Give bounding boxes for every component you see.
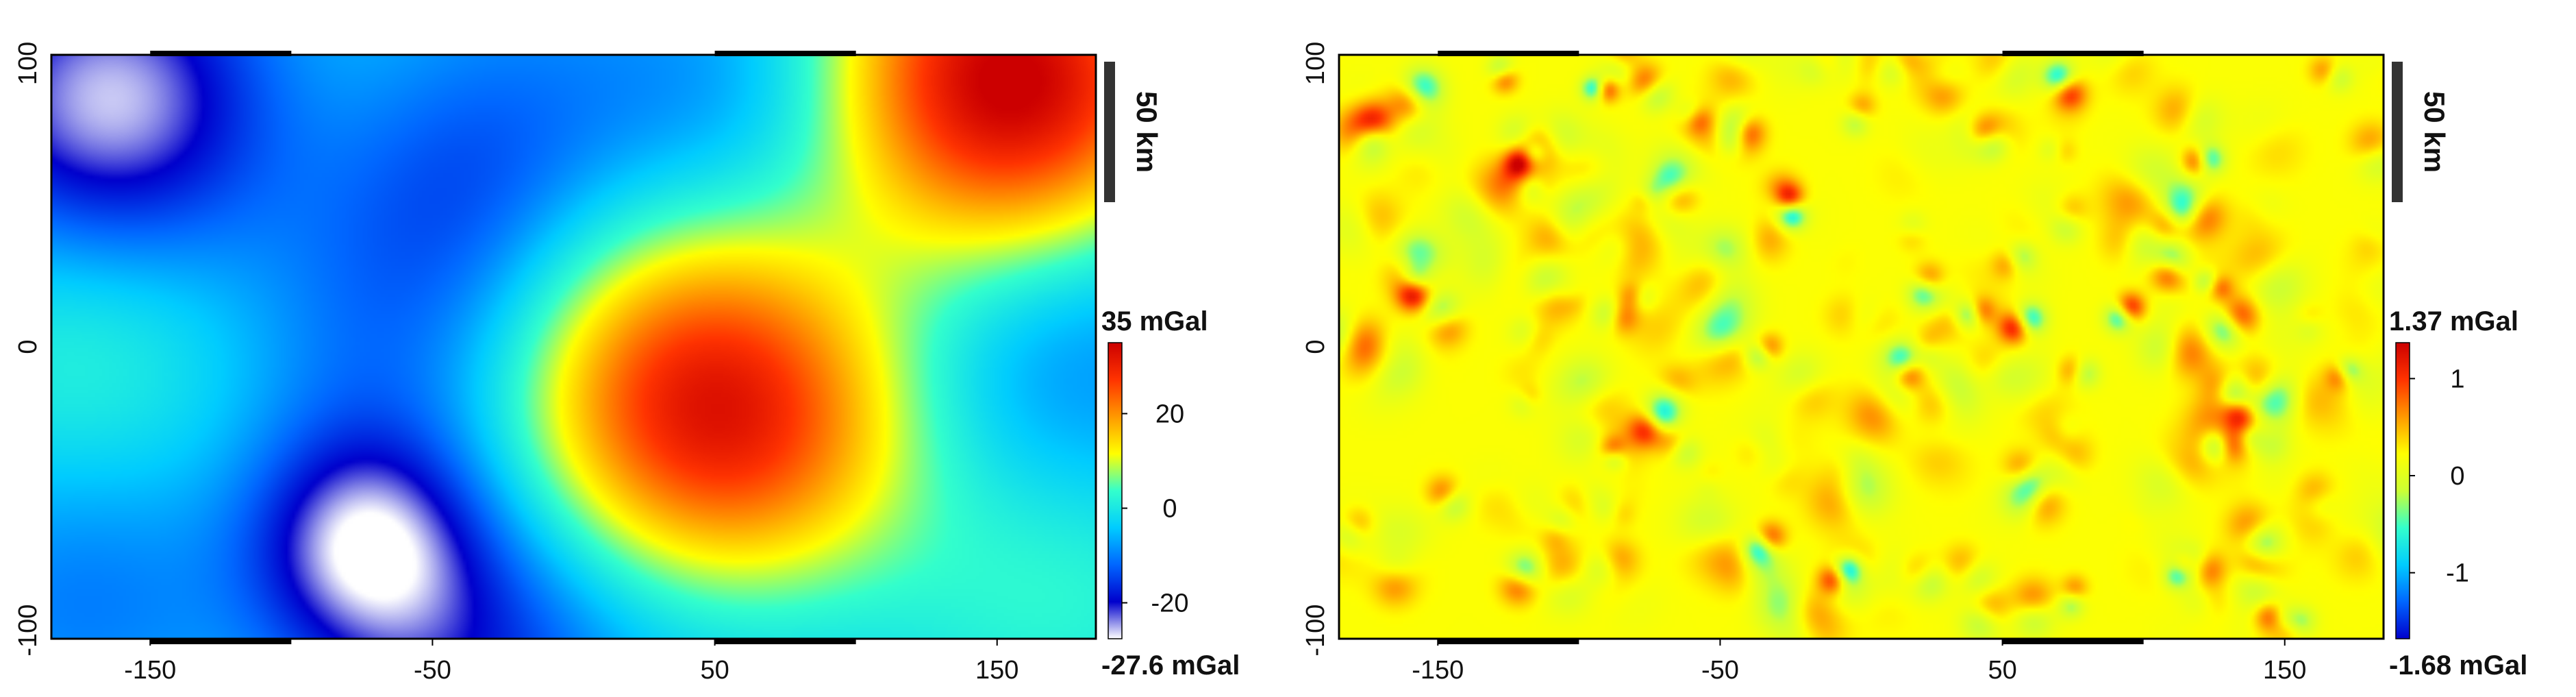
colorbar-tick-label: -1 xyxy=(2446,559,2469,588)
map-frame xyxy=(1338,53,2385,640)
map-raster xyxy=(51,55,1096,639)
colorbar-tick-label: 1 xyxy=(2450,365,2464,393)
y-tick-group: 100 xyxy=(14,42,42,85)
frame-band-bottom-0 xyxy=(1438,639,1579,644)
colorbar-tick-label: 0 xyxy=(1162,495,1177,524)
frame-band-bottom-2 xyxy=(714,639,856,644)
scale-bar xyxy=(2392,62,2403,202)
scale-bar-label-group: 50 km xyxy=(2418,91,2451,173)
y-tick-group: -100 xyxy=(14,604,42,657)
x-tick-label: -150 xyxy=(1412,656,1464,685)
colorbar-min-label: -27.6 mGal xyxy=(1101,650,1240,681)
map-raster xyxy=(1339,55,2384,639)
colorbar-tick-label: 20 xyxy=(1155,400,1184,429)
x-tick-label: 50 xyxy=(1988,656,2016,685)
panel-right-residual-anomaly: -150 -50 50 150 -100 0 100 50 km 1 0 -1 1.37 mGal -1… xyxy=(1288,0,2575,697)
x-tick-label: 150 xyxy=(2263,656,2306,685)
y-tick-group: -100 xyxy=(1301,604,1330,657)
frame-band-bottom-0 xyxy=(150,639,292,644)
map-frame xyxy=(50,53,1097,640)
frame-band-top-2 xyxy=(2002,51,2144,56)
scale-bar-label-group: 50 km xyxy=(1131,91,1163,173)
y-tick-group: 100 xyxy=(1301,42,1330,85)
frame-band-top-2 xyxy=(714,51,856,56)
y-tick-group: 0 xyxy=(1301,339,1330,354)
x-tick-label: -50 xyxy=(1701,656,1739,685)
colorbar-tick-label: -20 xyxy=(1151,589,1189,618)
x-tick-label: 50 xyxy=(700,656,729,685)
y-tick-group: 0 xyxy=(14,339,42,354)
chart-svg-right: -150 -50 50 150 -100 0 100 50 km 1 0 -1 1.37 mGal -1… xyxy=(1301,42,2527,685)
colorbar-max-label: 35 mGal xyxy=(1101,306,1208,337)
scale-bar xyxy=(1104,62,1115,202)
colorbar-max-label: 1.37 mGal xyxy=(2389,306,2518,337)
colorbar-min-label: -1.68 mGal xyxy=(2389,650,2527,681)
scale-bar-label: 50 km xyxy=(2418,91,2451,173)
colorbar xyxy=(2395,342,2410,639)
y-tick-label: -100 xyxy=(14,604,42,657)
chart-svg-left: -150 -50 50 150 -100 0 100 50 km 20 0 -20 35 mGal -2… xyxy=(14,42,1240,685)
y-tick-label: 100 xyxy=(1301,42,1330,85)
x-tick-label: 150 xyxy=(975,656,1018,685)
frame-band-bottom-2 xyxy=(2002,639,2144,644)
y-tick-label: 0 xyxy=(1301,339,1330,354)
colorbar-tick-label: 0 xyxy=(2450,462,2464,491)
frame-band-top-0 xyxy=(150,51,292,56)
x-tick-label: -150 xyxy=(124,656,176,685)
x-tick-label: -50 xyxy=(414,656,451,685)
y-tick-label: 0 xyxy=(14,339,42,354)
frame-band-top-0 xyxy=(1438,51,1579,56)
y-tick-label: -100 xyxy=(1301,604,1330,657)
colorbar xyxy=(1108,342,1123,639)
y-tick-label: 100 xyxy=(14,42,42,85)
scale-bar-label: 50 km xyxy=(1131,91,1163,173)
panel-left-smooth-anomaly: -150 -50 50 150 -100 0 100 50 km 20 0 -20 35 mGal -2… xyxy=(14,42,1240,685)
